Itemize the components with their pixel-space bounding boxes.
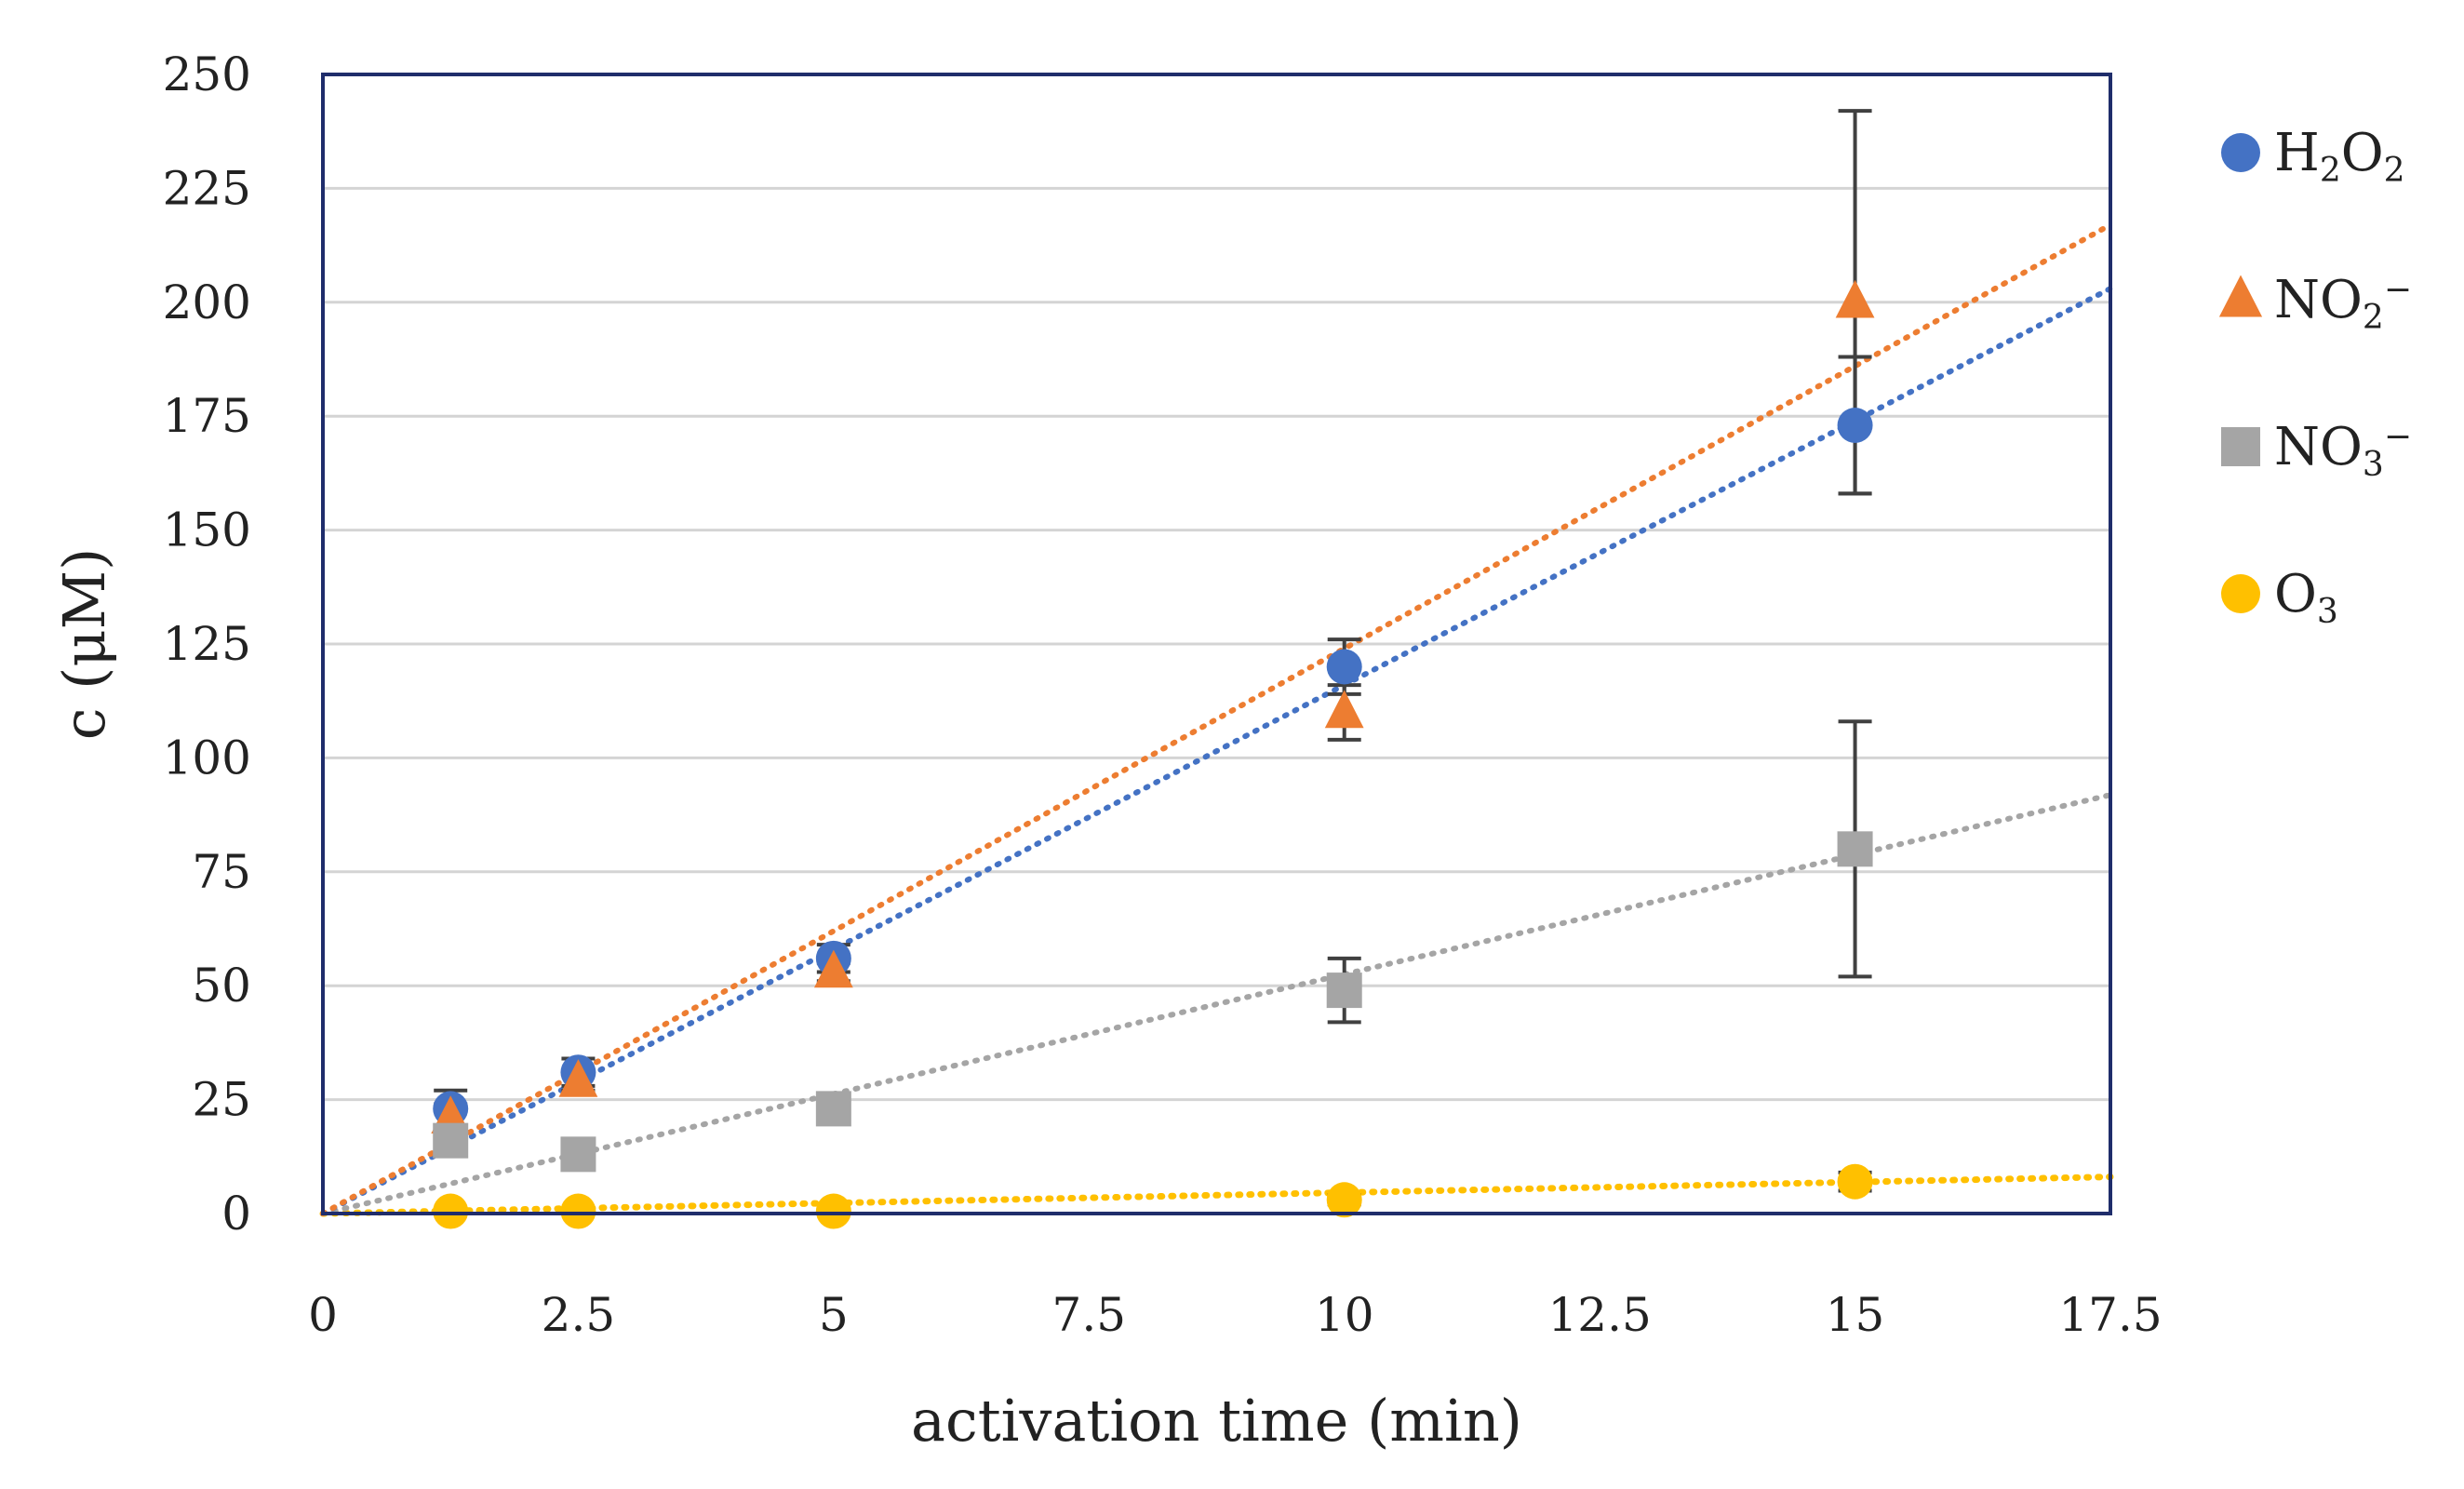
- trendline-no3: [320, 792, 2113, 1216]
- legend-label: H2O2: [2274, 123, 2405, 190]
- point-no3: [815, 1091, 851, 1127]
- point-no2: [813, 949, 853, 988]
- legend-item: NO3−: [2221, 417, 2412, 484]
- x-axis-label: activation time (min): [911, 1387, 1522, 1455]
- plot-frame: [321, 73, 2112, 1215]
- x-tick-label: 5: [819, 1288, 849, 1342]
- x-tick-label: 10: [1315, 1288, 1374, 1342]
- y-tick-label: 25: [192, 1073, 251, 1127]
- x-tick-label: 12.5: [1547, 1288, 1651, 1342]
- y-tick-label: 125: [163, 617, 251, 671]
- y-tick-label: 100: [163, 731, 251, 785]
- x-tick-label: 0: [308, 1288, 338, 1342]
- x-tick-label: 17.5: [2058, 1288, 2162, 1342]
- legend-marker: [2221, 133, 2260, 172]
- y-tick-labels: 0 25 50 75 100 125 150 175 200 225 250: [163, 47, 251, 1241]
- legend-marker: [2221, 574, 2260, 613]
- y-tick-label: 225: [163, 161, 251, 215]
- y-tick-label: 0: [221, 1187, 251, 1241]
- x-tick-labels: 0 2.5 5 7.5 10 12.5 15 17.5: [308, 1288, 2163, 1342]
- point-no2: [1835, 279, 1875, 318]
- data-points: [431, 279, 1875, 1229]
- point-h2o2: [1837, 407, 1873, 443]
- legend-item: O3: [2221, 564, 2338, 631]
- point-no3: [560, 1136, 596, 1173]
- point-no3: [1326, 973, 1362, 1009]
- x-tick-label: 7.5: [1052, 1288, 1127, 1342]
- grid-lines: [323, 186, 2110, 1102]
- trendline-o3: [319, 1174, 2114, 1217]
- trend-lines: [319, 221, 2114, 1217]
- x-tick-label: 2.5: [542, 1288, 616, 1342]
- y-tick-label: 150: [163, 503, 251, 557]
- point-o3: [1326, 1182, 1362, 1218]
- legend-label: O3: [2274, 564, 2338, 631]
- point-no2: [558, 1059, 598, 1097]
- point-h2o2: [1326, 649, 1362, 685]
- y-tick-label: 50: [192, 959, 251, 1013]
- point-no3: [1837, 831, 1873, 867]
- y-tick-label: 175: [163, 389, 251, 443]
- legend-label: NO3−: [2274, 417, 2412, 484]
- legend: H2O2 NO2− NO3− O3: [2218, 123, 2412, 631]
- point-no3: [433, 1122, 469, 1159]
- legend-label: NO2−: [2274, 270, 2412, 337]
- y-tick-label: 250: [163, 47, 251, 101]
- error-bars: [434, 109, 1872, 1207]
- y-tick-label: 75: [192, 845, 251, 899]
- point-o3: [560, 1193, 596, 1229]
- legend-marker: [2218, 275, 2263, 317]
- legend-item: NO2−: [2218, 270, 2412, 337]
- legend-marker: [2221, 427, 2260, 466]
- x-tick-label: 15: [1826, 1288, 1885, 1342]
- point-o3: [1837, 1163, 1873, 1200]
- point-o3: [433, 1193, 469, 1229]
- y-axis-label: c (μM): [50, 548, 118, 741]
- trendline-h2o2: [320, 286, 2113, 1216]
- point-no2: [1324, 690, 1364, 729]
- y-tick-label: 200: [163, 275, 251, 329]
- legend-item: H2O2: [2221, 123, 2405, 190]
- point-o3: [815, 1193, 851, 1229]
